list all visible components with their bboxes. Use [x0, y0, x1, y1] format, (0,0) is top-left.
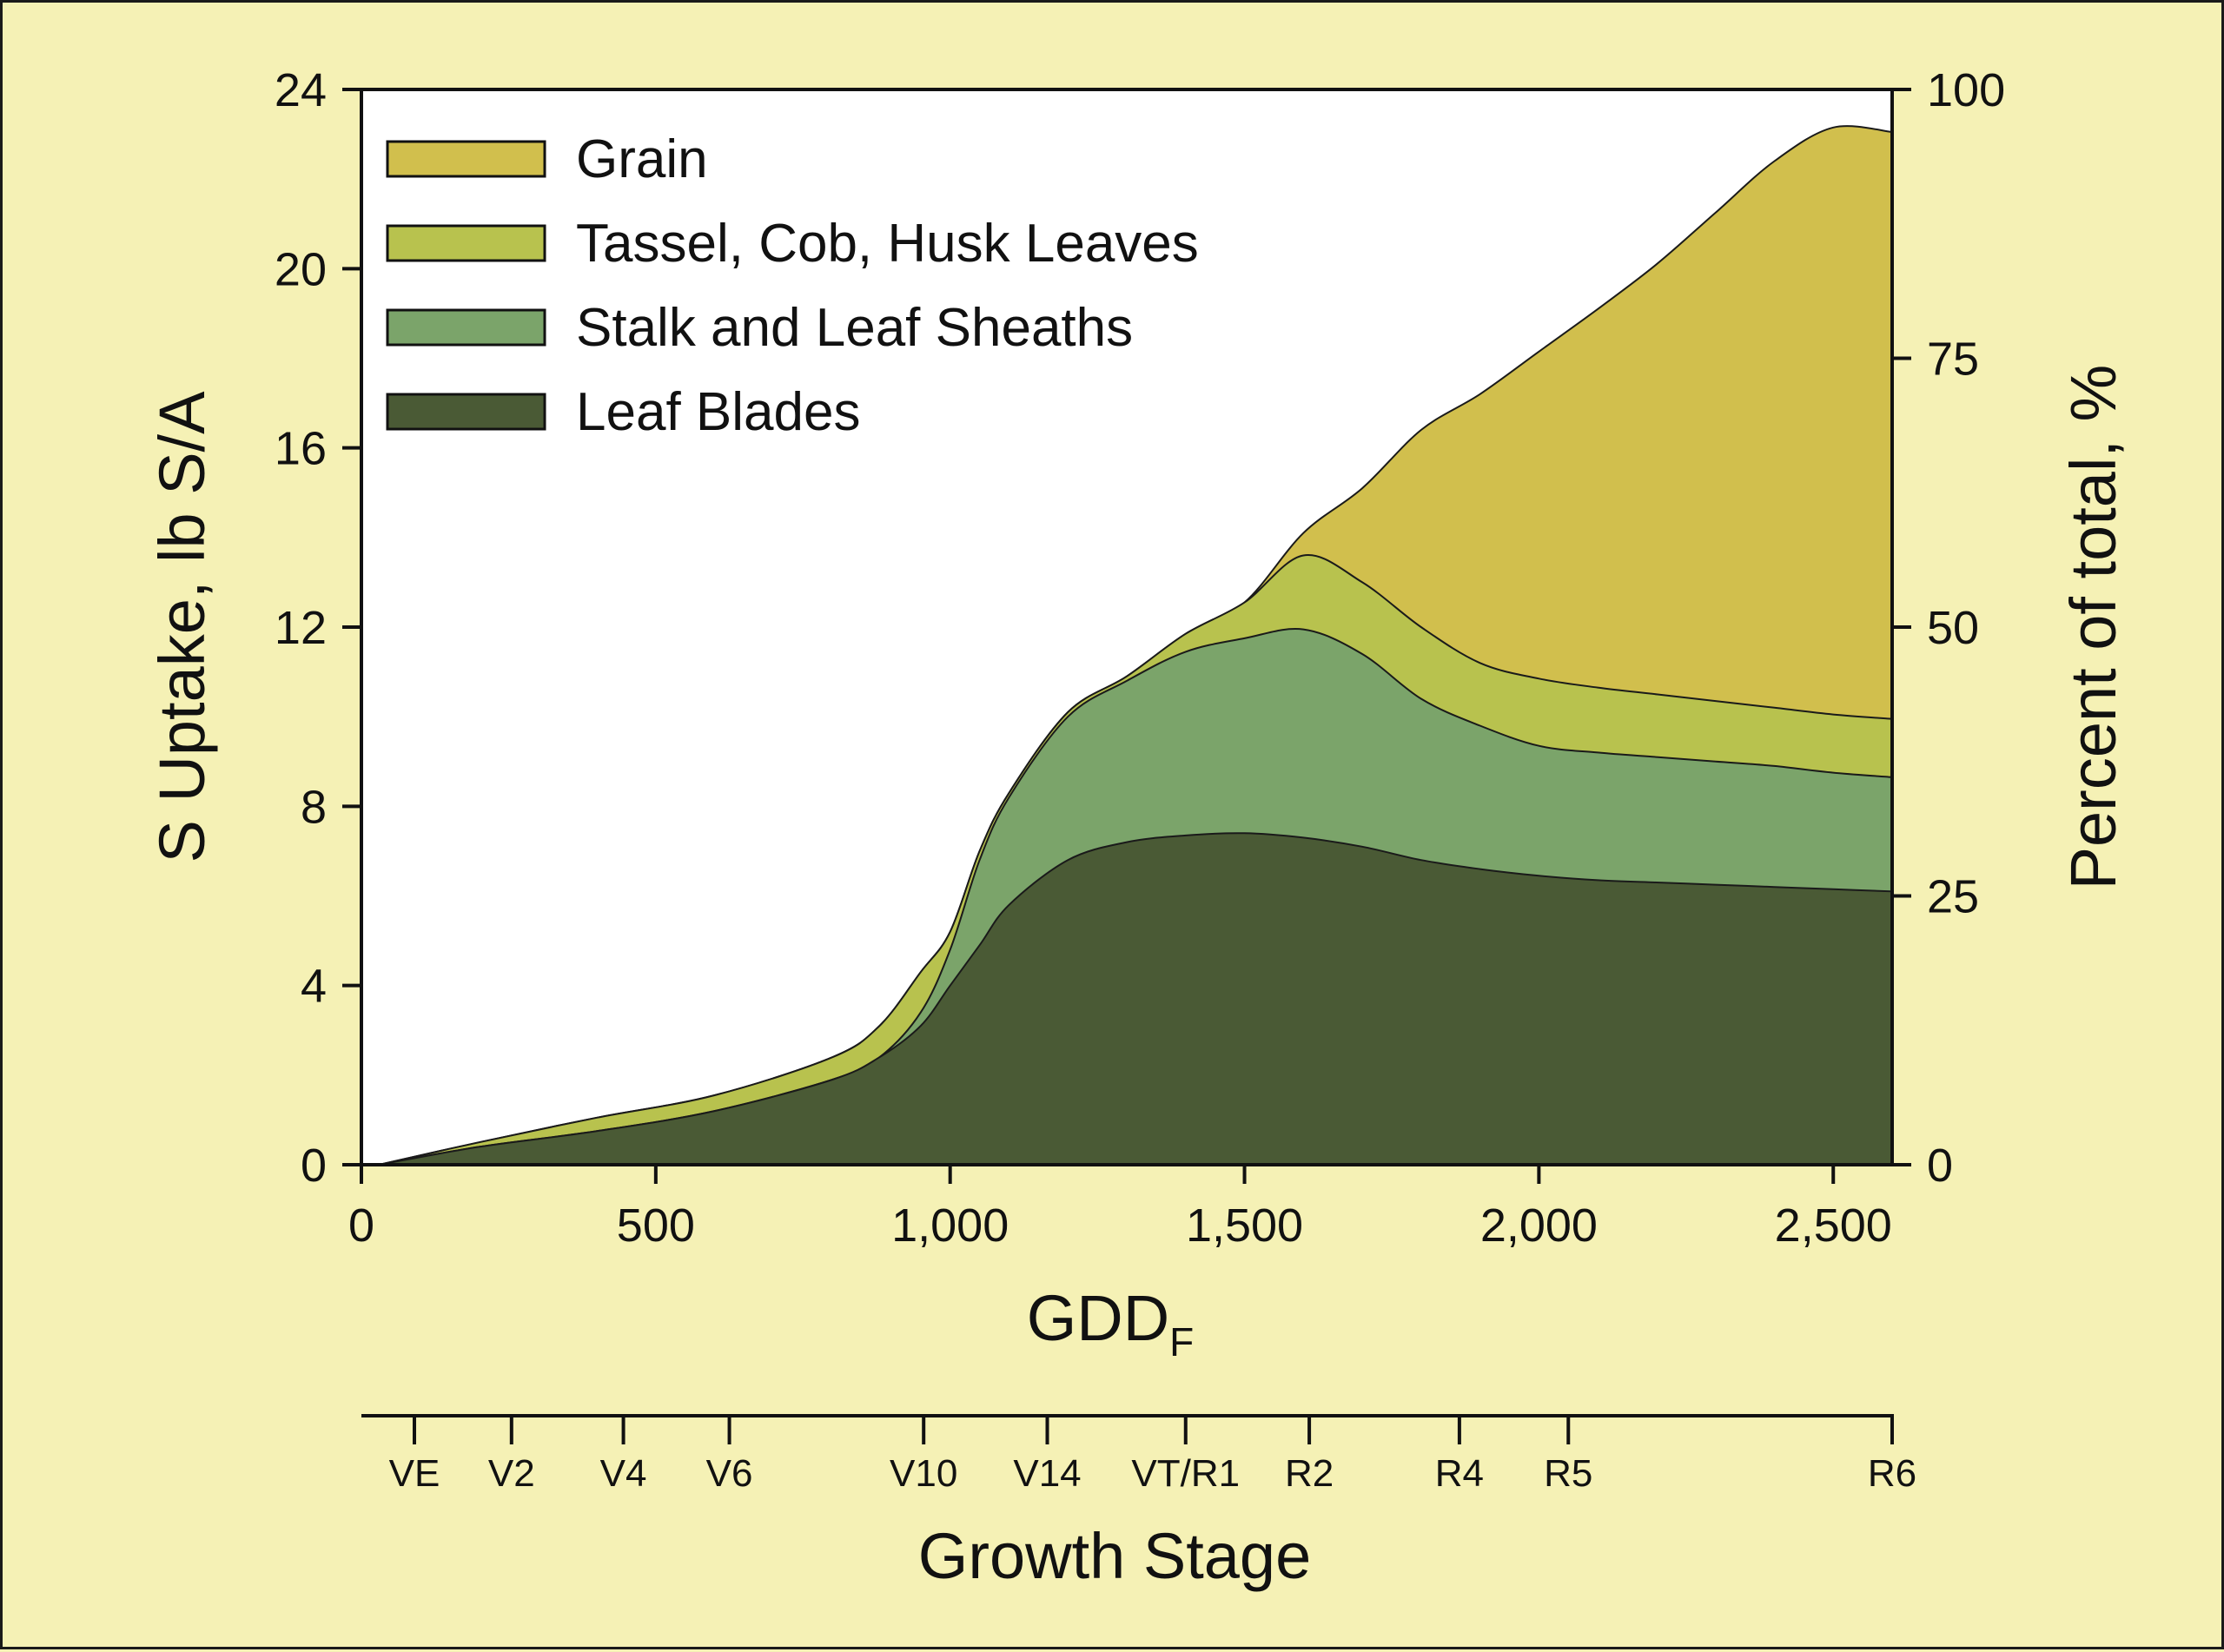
y-tick-label: 20: [275, 243, 327, 295]
x-axis-title-main: GDD: [1027, 1282, 1169, 1354]
stage-label-ve: VE: [389, 1452, 440, 1495]
y-tick-label: 12: [275, 602, 327, 654]
stacked-area-chart: 0 4 8 12 16 20 24 0 25 50 75 100 0 500 1,000 1,500 2,0…: [146, 64, 2129, 1592]
y2-tick-label: 75: [1927, 334, 1979, 386]
y-axis-title: S Uptake, lb S/A: [146, 391, 218, 863]
stage-label-vt-r1: VT/R1: [1131, 1452, 1240, 1495]
x-tick-label: 1,500: [1186, 1199, 1303, 1252]
y2-tick-label: 0: [1927, 1140, 1953, 1192]
x-tick-label: 1,000: [891, 1199, 1009, 1252]
legend-label-stalk-and-leaf-sheaths: Stalk and Leaf Sheaths: [576, 298, 1133, 358]
y2-tick-label: 100: [1927, 64, 2005, 116]
y2-tick-label: 50: [1927, 602, 1979, 654]
stage-label-v10: V10: [890, 1452, 957, 1495]
y2-tick-label: 25: [1927, 871, 1979, 923]
x-axis-title-sub: F: [1169, 1319, 1194, 1365]
y-tick-label: 24: [275, 64, 327, 116]
stage-label-v4: V4: [600, 1452, 647, 1495]
legend-swatch-tassel-cob-husk-leaves: [386, 224, 546, 262]
x-tick-label: 2,000: [1480, 1199, 1598, 1252]
legend-label-leaf-blades: Leaf Blades: [576, 382, 860, 442]
legend-swatch-grain: [386, 140, 546, 178]
stage-axis-title: Growth Stage: [918, 1520, 1311, 1592]
legend-swatch-leaf-blades: [386, 393, 546, 431]
stage-label-v2: V2: [488, 1452, 535, 1495]
x-tick-label: 0: [348, 1199, 374, 1252]
stage-axis: VE V2 V4 V6 V10 V14 VT/R1 R2 R4 R5 R6: [389, 1416, 1916, 1495]
y-tick-label: 8: [301, 781, 327, 833]
stage-label-v6: V6: [706, 1452, 753, 1495]
area-layers: [379, 125, 1893, 1166]
stage-label-r5: R5: [1544, 1452, 1592, 1495]
stage-label-r4: R4: [1435, 1452, 1484, 1495]
y2-axis-title: Percent of total, %: [2057, 365, 2129, 890]
legend: Grain Tassel, Cob, Husk Leaves Stalk and L…: [386, 129, 1199, 442]
stage-label-v14: V14: [1013, 1452, 1081, 1495]
y-tick-label: 4: [301, 961, 327, 1013]
area-leaf-blades: [379, 832, 1893, 1166]
legend-label-grain: Grain: [576, 129, 708, 189]
y-tick-label: 0: [301, 1140, 327, 1192]
y-tick-label: 16: [275, 423, 327, 475]
legend-swatch-stalk-and-leaf-sheaths: [386, 308, 546, 347]
legend-label-tassel-cob-husk-leaves: Tassel, Cob, Husk Leaves: [576, 214, 1199, 274]
bottom-axis: 0 500 1,000 1,500 2,000 2,500: [348, 1165, 1892, 1252]
stage-label-r2: R2: [1285, 1452, 1334, 1495]
left-axis: 0 4 8 12 16 20 24: [275, 64, 361, 1192]
stage-label-r6: R6: [1868, 1452, 1916, 1495]
right-axis: 0 25 50 75 100: [1892, 64, 2005, 1192]
x-tick-label: 500: [617, 1199, 695, 1252]
x-axis-title: GDDF: [1027, 1282, 1195, 1365]
x-tick-label: 2,500: [1775, 1199, 1892, 1252]
